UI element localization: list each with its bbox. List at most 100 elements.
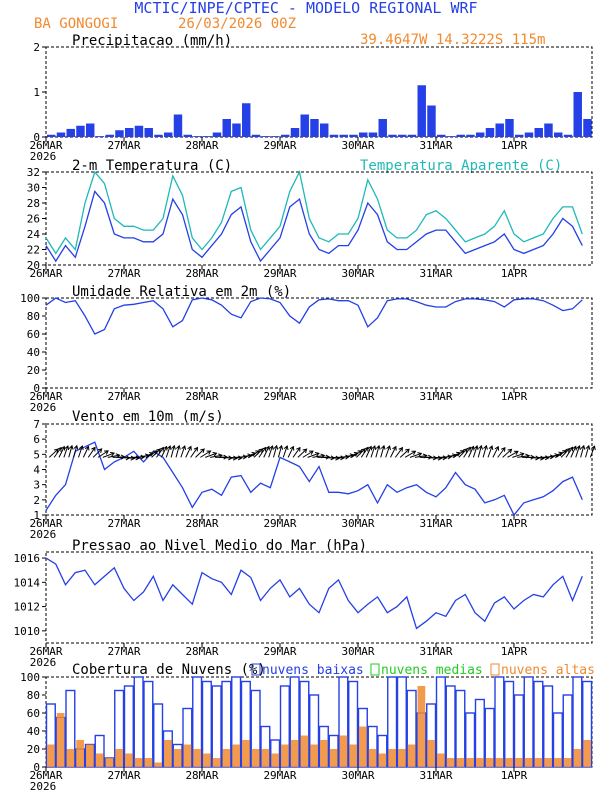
wind-vector-shaft [263,446,270,458]
rh-year-label: 2026 [30,401,57,414]
cloud-bar-altas [583,740,591,767]
wind-vector-shaft [448,452,461,458]
precip-bar [544,123,553,137]
precip-bar [349,134,358,137]
wind-xtick-label: 26MAR [29,517,62,530]
wind-vector-shaft [356,448,366,458]
rh-xtick-label: 27MAR [107,390,140,403]
wind-vector-head [411,450,417,456]
cloud-bar-baixas [445,685,456,768]
cloud-bar-baixas [153,703,164,768]
wind-vector-head [340,455,345,461]
pressure-xtick-label: 31MAR [419,645,452,658]
cloud-bar-altas [164,740,172,767]
cloud-bar-baixas [513,694,524,768]
wind-vector-head [473,445,479,450]
wind-vector-head [466,446,471,452]
wind-vector-shaft [277,445,283,458]
rh-ytick-label: 80 [27,310,40,323]
precip-title: Precipitacao (mm/h) [72,33,232,49]
wind-vector-head [159,446,164,452]
cloud-bar-baixas [455,689,466,768]
wind-vector-shaft [170,445,175,458]
cloud-bar-altas [173,749,182,767]
precip-bar [456,134,465,137]
wind-vector [180,445,187,458]
wind-vector-shaft [253,448,263,458]
precip-bar [115,130,124,137]
wind-vector-head [171,444,176,450]
wind-vector-shaft [200,450,211,458]
precip-bar [183,134,192,137]
wind-vector [175,444,181,458]
wind-vector-shaft [87,447,96,458]
legend-swatch-altas [490,663,500,676]
wind-vector [482,444,488,458]
clouds-title: Cobertura de Nuvens (%) [72,662,266,678]
wind-vector-shaft [404,450,416,458]
wind-vector-shaft [502,448,512,458]
cloud-bar-altas [281,744,289,767]
cloud-bar-altas [310,744,318,767]
wind-vector-shaft [453,450,465,458]
wind-vector [53,446,62,458]
wind-vector-head [325,454,331,460]
cloud-bar-altas [222,749,231,767]
rh-title: Umidade Relativa em 2m (%) [72,284,291,300]
wind-vector-shaft [414,455,427,458]
wind-vector-shaft [394,447,403,458]
precip-bar [144,128,153,137]
precip-bar [251,134,261,137]
rh-xtick-label: 29MAR [263,390,296,403]
wind-vector [282,445,289,458]
clouds-xtick-label: 27MAR [107,769,140,782]
wind-vector-shaft [244,452,256,458]
temp-xtick-label: 29MAR [263,267,296,280]
cloud-bar-altas [76,740,84,767]
cloud-bar-altas [417,686,426,767]
wind-vector-shaft [160,446,168,458]
temp-ytick-label: 22 [27,244,40,257]
cloud-bar-altas [505,758,513,767]
precip-bar [222,119,231,137]
wind-vector-head [375,444,381,450]
wind-vector-head [104,450,109,455]
wind-line-vento-em-10m [45,441,583,517]
header-location: BA GONGOGI [34,16,118,32]
wind-vector-head [405,448,410,454]
pressure-xtick-label: 28MAR [185,645,218,658]
temp-title: 2-m Temperatura (C) [72,158,232,174]
rh-xtick-label: 30MAR [341,390,374,403]
wind-vector-head [442,455,448,461]
cloud-bar-baixas [494,676,505,768]
legend-nuvens-medias: nuvens medias [381,663,483,678]
wind-vector-shaft [58,446,65,458]
cloud-bar-baixas [211,685,222,768]
wind-panel: Vento em 10m (m/s) 1 2 3 4 5 6 7 [33,409,596,522]
wind-vector-head [469,445,475,451]
precip-xtick-label: 1APR [501,139,528,152]
wind-vector-head [544,455,550,461]
clouds-ytick-label: 40 [27,725,40,738]
cloud-bar-altas [232,744,240,767]
wind-vector [497,446,506,458]
wind-vector-shaft [463,447,471,458]
wind-vector-head [572,445,577,451]
temp-xtick-label: 28MAR [185,267,218,280]
wind-vector-shaft [380,445,385,458]
cloud-bar-altas [495,758,504,767]
wind-vector-head [261,446,267,452]
wind-vector [570,445,577,458]
wind-vector [394,446,404,458]
wind-vector-shaft [482,445,487,458]
wind-vector [87,446,96,458]
wind-vector-shaft [195,448,205,458]
clouds-ytick-label: 0 [33,761,40,774]
cloud-bar-altas [320,740,328,767]
wind-vector-shaft [273,445,278,458]
cloud-bar-altas [544,758,552,767]
wind-vector [575,445,581,458]
precip-bar [368,132,378,137]
wind-vector [370,445,377,458]
precip-bar [193,136,202,137]
